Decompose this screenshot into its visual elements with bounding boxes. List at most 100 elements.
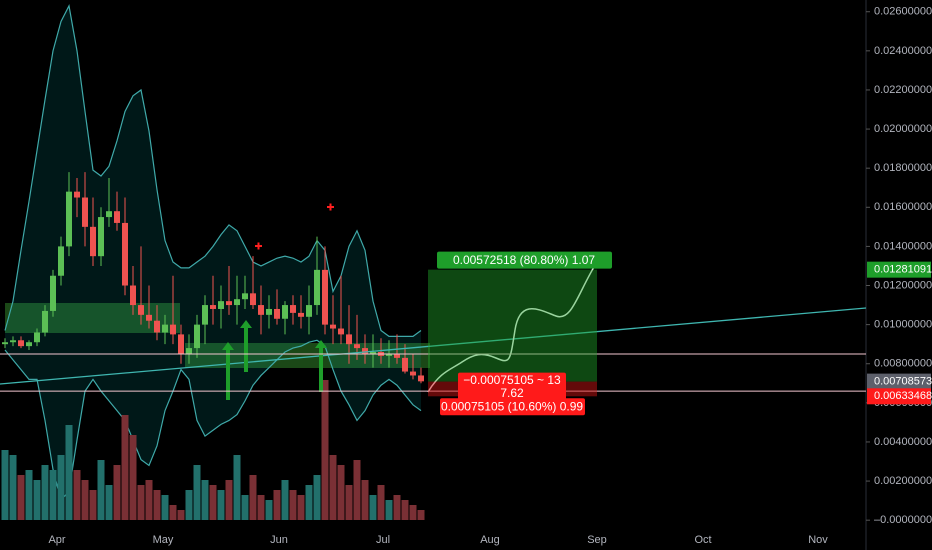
candle-body <box>18 340 24 347</box>
volume-bar <box>417 510 425 520</box>
stop-label-box <box>458 372 566 403</box>
candle-body <box>306 305 312 317</box>
candle-body <box>410 371 416 376</box>
volume-bar <box>33 480 41 520</box>
arrow <box>315 340 327 392</box>
arrows <box>222 320 327 400</box>
y-tick-label: 0.00800000 <box>874 358 932 370</box>
candle-body <box>362 348 368 354</box>
candle-body <box>354 344 360 349</box>
x-tick-label: May <box>153 534 174 546</box>
target-zone <box>428 269 597 382</box>
volume-bar <box>345 485 353 520</box>
volume-bar <box>313 475 321 520</box>
volume-bar <box>241 495 249 520</box>
volume-bar <box>1 450 9 520</box>
volume-bar <box>409 505 417 520</box>
y-tick-label: 0.01800000 <box>874 162 932 174</box>
volume-bar <box>169 505 177 520</box>
volume-bar <box>329 455 337 520</box>
price-label-box <box>867 261 931 278</box>
volume-bar <box>113 465 121 520</box>
volume-bar <box>73 470 81 520</box>
candle-body <box>194 324 200 349</box>
x-tick-label: Oct <box>694 534 711 546</box>
volume-bar <box>305 485 313 520</box>
y-tick-label: 0.01000000 <box>874 319 932 331</box>
volume-bar <box>65 425 73 520</box>
volume-bar <box>105 485 113 520</box>
y-tick-label: 0.00200000 <box>874 475 932 487</box>
candle-body <box>266 308 272 315</box>
candle-body <box>394 353 400 358</box>
candle-body <box>66 191 72 247</box>
volume-bar <box>145 480 153 520</box>
volume-bar <box>353 460 361 520</box>
band-lower <box>4 339 422 502</box>
volume-bar <box>177 510 185 520</box>
arrow <box>240 320 252 372</box>
candle-body <box>290 305 296 313</box>
price-label: 0.00633468 <box>874 390 932 402</box>
candle-body <box>26 342 32 347</box>
candle-body <box>298 312 304 317</box>
y-tick-label: 0.02600000 <box>874 6 932 18</box>
y-tick-label: 0.00400000 <box>874 436 932 448</box>
candle-body <box>50 275 56 311</box>
y-tick-label: 0.02400000 <box>874 45 932 57</box>
volume-bar <box>81 480 89 520</box>
x-tick-label: Apr <box>48 534 65 546</box>
candle-body <box>170 324 176 335</box>
volume-bar <box>89 490 97 520</box>
volume-bar <box>265 500 273 520</box>
candle-body <box>250 293 256 306</box>
volume-bar <box>233 455 241 520</box>
candle-body <box>210 305 216 309</box>
target-label-box <box>437 251 612 269</box>
candle-body <box>130 285 136 306</box>
price-label-box <box>867 373 931 390</box>
volume-bar <box>289 490 297 520</box>
volume-bar <box>377 485 385 520</box>
candle-body <box>218 301 224 309</box>
candle-body <box>322 269 328 325</box>
candle-body <box>34 332 40 343</box>
candle-body <box>138 305 144 315</box>
price-label: 0.01281091 <box>874 264 932 276</box>
overlay-layer: 0.00572518 (80.80%) 1.07 −0.00075105 ~ 13… <box>0 251 866 416</box>
volume-bar <box>193 465 201 520</box>
candle-body <box>242 293 248 300</box>
volume-bar <box>129 435 137 520</box>
volume-bar <box>337 465 345 520</box>
volume-bar <box>97 460 105 520</box>
arrow <box>222 342 234 400</box>
candle-body <box>314 269 320 306</box>
candle-body <box>338 328 344 335</box>
volume-bar <box>209 485 217 520</box>
volume-bar <box>9 455 17 520</box>
candle-body <box>58 246 64 276</box>
volume-bar <box>385 500 393 520</box>
volume-bar <box>17 475 25 520</box>
candle-body <box>330 324 336 329</box>
y-tick-label: 0.01400000 <box>874 240 932 252</box>
volume-bar <box>361 480 369 520</box>
x-tick-label: Sep <box>587 534 607 546</box>
candle-body <box>90 226 96 257</box>
candle-body <box>386 353 392 356</box>
x-tick-label: Jul <box>376 534 390 546</box>
candle-body <box>82 197 88 227</box>
candle-body <box>234 299 240 306</box>
candle-body <box>122 222 128 286</box>
volume-bar <box>217 490 225 520</box>
candle-body <box>346 334 352 345</box>
candle-body <box>178 334 184 354</box>
volume-bar <box>153 490 161 520</box>
risk-label: 0.00075105 (10.60%) 0.99 <box>441 399 583 413</box>
stop-label: −0.00075105 ~ 13 <box>463 373 561 387</box>
volume-bar <box>273 490 281 520</box>
candle-body <box>162 324 168 333</box>
candle-body <box>370 352 376 354</box>
